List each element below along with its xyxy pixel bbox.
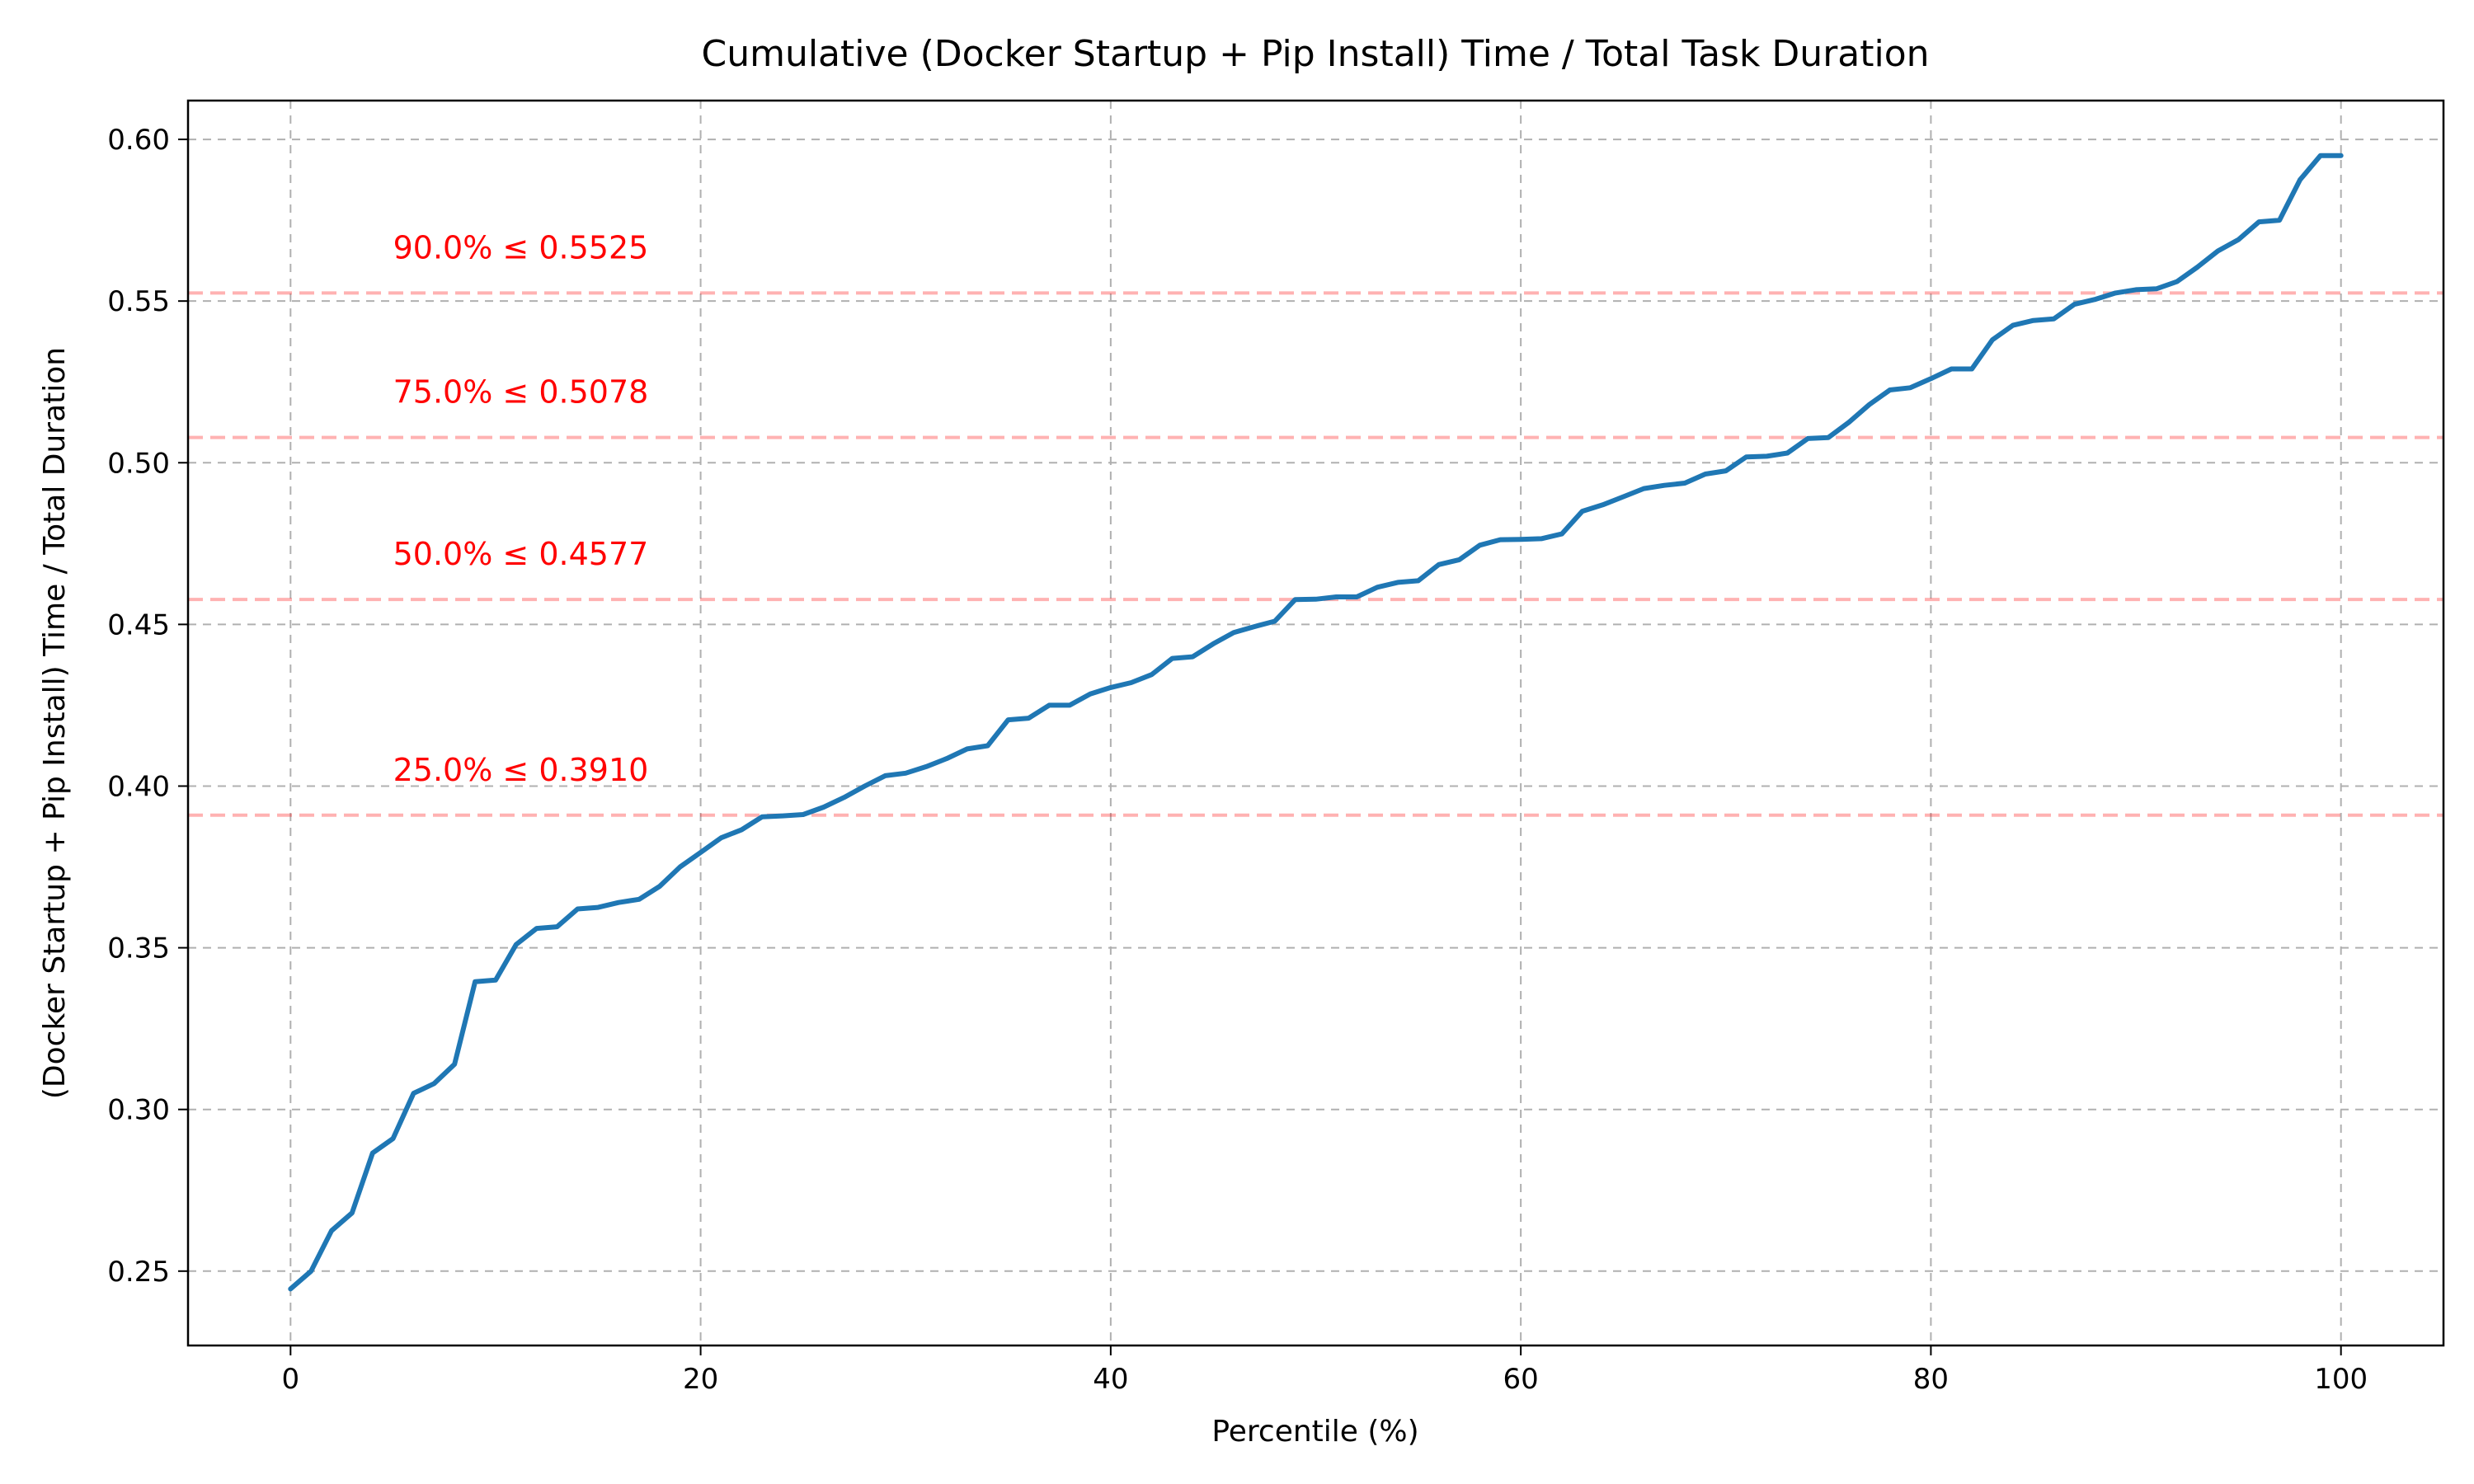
x-axis-label: Percentile (%)	[1211, 1415, 1418, 1449]
percentile-annotation: 25.0% ≤ 0.3910	[393, 752, 649, 788]
x-tick-label: 20	[683, 1363, 718, 1396]
y-tick-label: 0.55	[107, 285, 170, 318]
y-tick-label: 0.50	[107, 447, 170, 480]
y-tick-label: 0.60	[107, 124, 170, 157]
y-tick-label: 0.30	[107, 1094, 170, 1127]
percentile-annotation: 50.0% ≤ 0.4577	[393, 536, 649, 572]
percentile-lines: 90.0% ≤ 0.5525 75.0% ≤ 0.5078 50.0% ≤ 0.45…	[188, 229, 2443, 817]
grid-layer	[188, 101, 2443, 1345]
series-line	[288, 153, 2344, 1292]
x-tick-label: 80	[1913, 1363, 1949, 1396]
y-axis-ticks: 0.25 0.30 0.35 0.40 0.45 0.50 0.55 0.60	[107, 124, 188, 1289]
chart-title: Cumulative (Docker Startup + Pip Install…	[701, 33, 1929, 75]
y-tick-label: 0.45	[107, 608, 170, 641]
y-tick-label: 0.35	[107, 932, 170, 965]
y-axis-label: (Docker Startup + Pip Install) Time / To…	[38, 347, 72, 1099]
x-tick-label: 40	[1093, 1363, 1128, 1396]
y-tick-label: 0.40	[107, 770, 170, 803]
percentile-annotation: 75.0% ≤ 0.5078	[393, 374, 649, 411]
x-tick-label: 0	[281, 1363, 299, 1396]
series-layer	[288, 153, 2344, 1292]
x-tick-label: 100	[2314, 1363, 2368, 1396]
x-tick-label: 60	[1503, 1363, 1539, 1396]
y-tick-label: 0.25	[107, 1256, 170, 1289]
percentile-annotation: 90.0% ≤ 0.5525	[393, 229, 649, 265]
plot-frame	[186, 99, 2445, 1347]
x-axis-ticks: 0 20 40 60 80 100	[281, 1345, 2368, 1396]
